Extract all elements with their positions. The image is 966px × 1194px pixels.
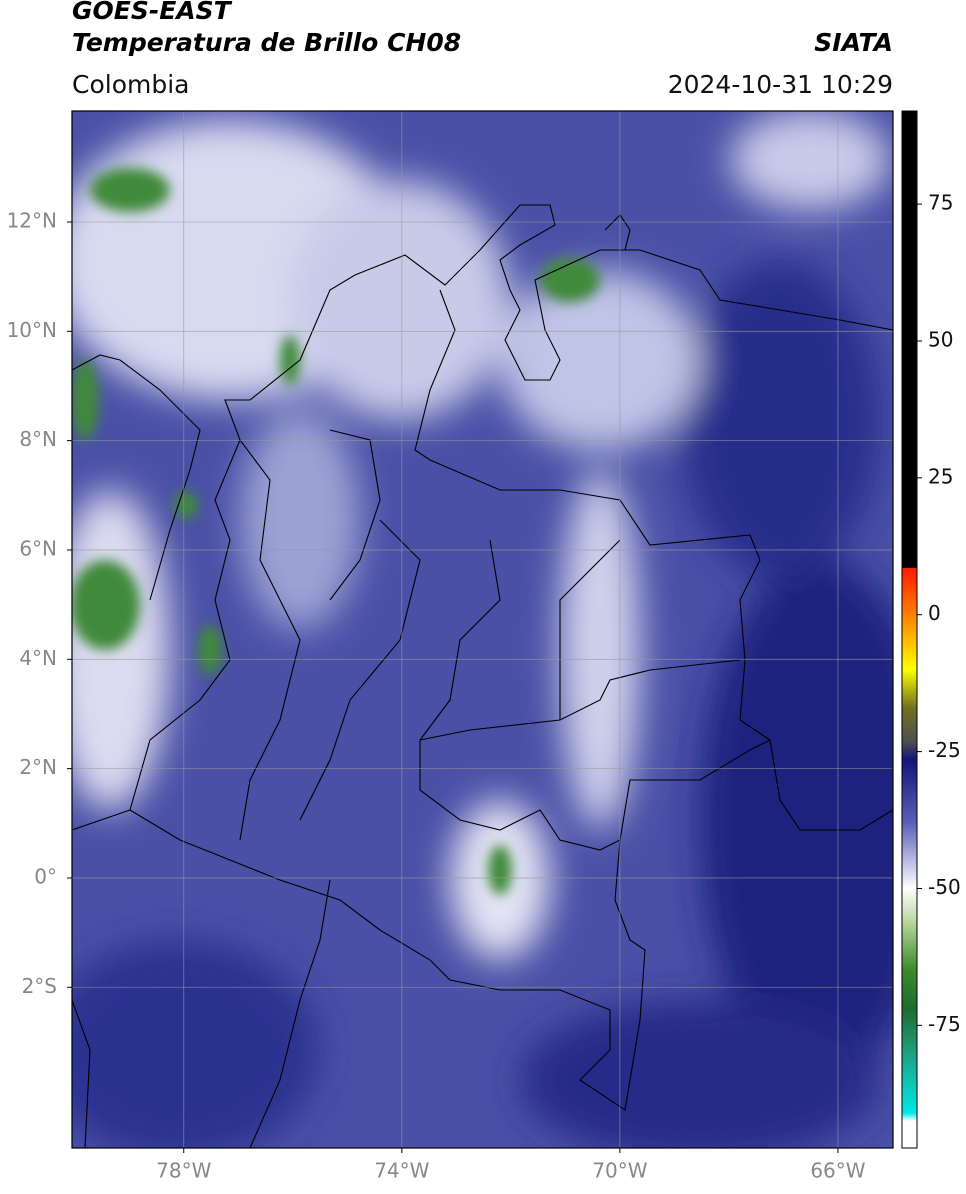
borders (72, 204, 893, 1148)
colorbar-tick-label: 75 (928, 191, 953, 215)
colorbar-tick-label: 25 (928, 464, 953, 488)
colorbar-tick-label: 0 (928, 601, 941, 625)
x-tick-label: 78°W (156, 1159, 211, 1183)
satellite-image (72, 111, 893, 1148)
y-tick-label: 8°N (19, 427, 57, 451)
colorbar-tick-label: 50 (928, 327, 953, 351)
graticule (72, 111, 893, 1148)
colorbar (901, 110, 918, 1149)
colorbar-tick-label: -50 (928, 875, 961, 899)
x-tick-label: 70°W (592, 1159, 647, 1183)
source: SIATA (814, 28, 893, 57)
timestamp: 2024-10-31 10:29 (668, 70, 893, 99)
y-tick-label: 10°N (7, 318, 57, 342)
y-tick-label: 4°N (19, 646, 57, 670)
y-tick-label: 2°N (19, 755, 57, 779)
x-tick-label: 66°W (810, 1159, 865, 1183)
title: GOES-EAST (72, 0, 233, 25)
colorbar-tick-label: -75 (928, 1012, 961, 1036)
y-tick-label: 12°N (7, 208, 57, 232)
y-tick-label: 6°N (19, 536, 57, 560)
colorbar-tick-label: -25 (928, 738, 961, 762)
map-frame (71, 110, 894, 1149)
x-tick-label: 74°W (374, 1159, 429, 1183)
subtitle: Temperatura de Brillo CH08 (72, 28, 461, 57)
y-tick-label: 0° (34, 864, 57, 888)
region: Colombia (72, 70, 189, 99)
y-tick-label: 2°S (22, 974, 57, 998)
